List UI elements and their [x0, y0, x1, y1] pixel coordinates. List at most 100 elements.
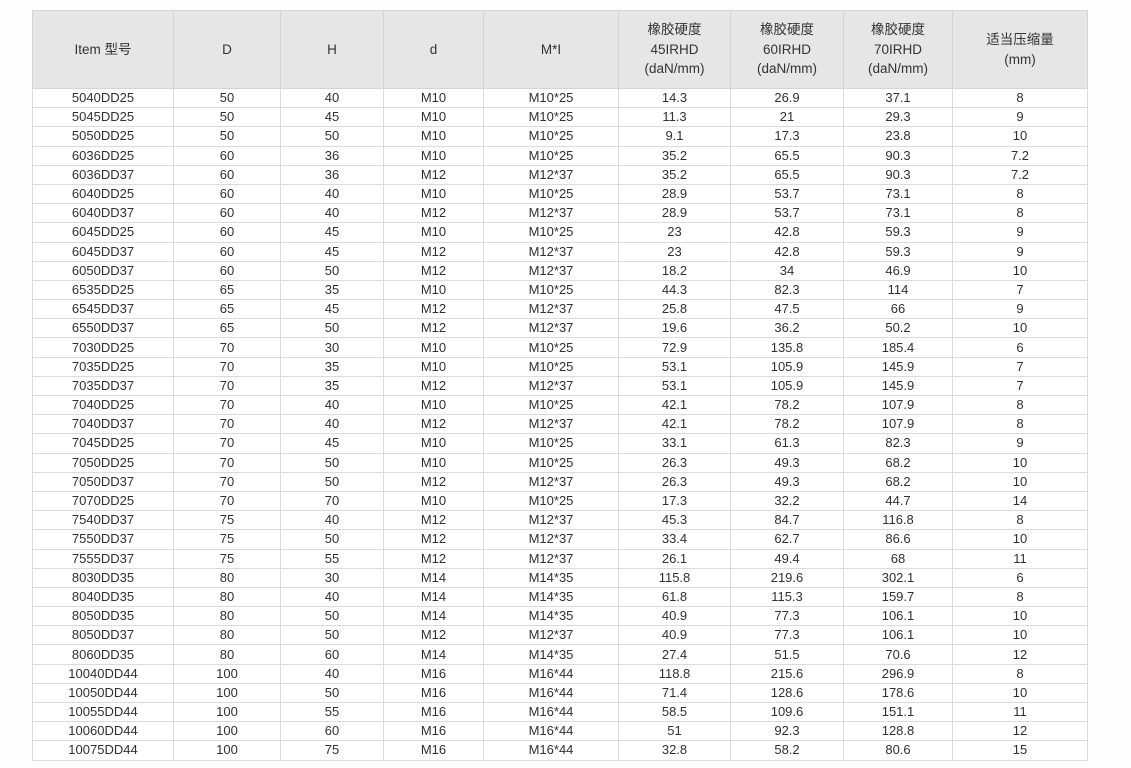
cell-d: M12: [383, 164, 484, 185]
cell-D: 65: [173, 318, 281, 339]
column-header-MI: M*I: [483, 10, 619, 89]
cell-d: M16: [383, 721, 484, 742]
table-row: 7070DD25 70 70 M10 M10*25 17.3 32.2 44.7 14: [32, 490, 1088, 512]
cell-irhd45: 32.8: [618, 740, 731, 761]
cell-d: M12: [383, 299, 484, 320]
cell-compression: 7: [952, 375, 1088, 397]
cell-D: 60: [173, 241, 281, 262]
cell-irhd45: 53.1: [618, 356, 731, 377]
cell-compression: 10: [952, 126, 1088, 147]
cell-compression: 12: [952, 721, 1088, 742]
cell-H: 30: [280, 337, 384, 358]
cell-d: M12: [383, 375, 484, 397]
cell-item: 6045DD25: [32, 222, 174, 243]
column-header-line: (daN/mm): [644, 61, 705, 77]
cell-irhd45: 19.6: [618, 318, 731, 339]
cell-MI: M12*37: [483, 510, 619, 531]
cell-irhd70: 90.3: [843, 145, 953, 166]
cell-compression: 10: [952, 625, 1088, 646]
cell-d: M10: [383, 356, 484, 377]
cell-compression: 7.2: [952, 145, 1088, 166]
cell-irhd45: 33.1: [618, 433, 731, 454]
cell-D: 70: [173, 394, 281, 416]
table-row: 6550DD37 65 50 M12 M12*37 19.6 36.2 50.2 10: [32, 318, 1088, 339]
cell-irhd45: 14.3: [618, 87, 731, 109]
cell-irhd45: 45.3: [618, 510, 731, 531]
table-row: 6545DD37 65 45 M12 M12*37 25.8 47.5 66 9: [32, 299, 1088, 320]
column-header-line: 适当压缩量: [986, 31, 1054, 47]
cell-H: 40: [280, 414, 384, 435]
cell-d: M10: [383, 452, 484, 473]
cell-d: M10: [383, 337, 484, 358]
cell-irhd70: 68: [843, 548, 953, 569]
cell-d: M10: [383, 126, 484, 147]
cell-D: 100: [173, 740, 281, 761]
cell-irhd60: 65.5: [730, 164, 844, 185]
cell-compression: 15: [952, 740, 1088, 761]
cell-irhd70: 185.4: [843, 337, 953, 358]
cell-irhd70: 50.2: [843, 318, 953, 339]
table-row: 10060DD44 100 60 M16 M16*44 51 92.3 128.8 12: [32, 721, 1088, 742]
cell-irhd45: 61.8: [618, 586, 731, 608]
cell-H: 30: [280, 567, 384, 588]
cell-d: M10: [383, 87, 484, 109]
cell-d: M10: [383, 145, 484, 166]
cell-irhd45: 53.1: [618, 375, 731, 397]
cell-MI: M12*37: [483, 375, 619, 397]
table-row: 10075DD44 100 75 M16 M16*44 32.8 58.2 80.6 15: [32, 740, 1088, 761]
cell-compression: 8: [952, 87, 1088, 109]
cell-compression: 8: [952, 510, 1088, 531]
cell-item: 10055DD44: [32, 701, 174, 723]
cell-item: 10040DD44: [32, 663, 174, 684]
spec-table-body: 5040DD25 50 40 M10 M10*25 14.3 26.9 37.1 8 5045DD…: [32, 87, 1088, 761]
cell-item: 7050DD37: [32, 471, 174, 492]
cell-irhd45: 42.1: [618, 414, 731, 435]
cell-d: M12: [383, 625, 484, 646]
cell-MI: M14*35: [483, 606, 619, 627]
cell-item: 6040DD25: [32, 183, 174, 205]
cell-item: 6036DD37: [32, 164, 174, 185]
cell-item: 8060DD35: [32, 644, 174, 665]
cell-D: 100: [173, 682, 281, 704]
cell-irhd45: 71.4: [618, 682, 731, 704]
cell-MI: M12*37: [483, 625, 619, 646]
cell-irhd70: 106.1: [843, 606, 953, 627]
table-row: 7050DD37 70 50 M12 M12*37 26.3 49.3 68.2 10: [32, 471, 1088, 492]
cell-MI: M12*37: [483, 471, 619, 492]
column-header-D: D: [173, 10, 281, 89]
cell-D: 80: [173, 567, 281, 588]
cell-D: 70: [173, 452, 281, 473]
cell-compression: 9: [952, 299, 1088, 320]
cell-D: 50: [173, 126, 281, 147]
cell-irhd70: 128.8: [843, 721, 953, 742]
cell-irhd60: 115.3: [730, 586, 844, 608]
cell-irhd45: 26.3: [618, 452, 731, 473]
cell-D: 65: [173, 279, 281, 301]
column-header-line: 45IRHD: [650, 41, 699, 57]
cell-compression: 8: [952, 183, 1088, 205]
cell-irhd60: 215.6: [730, 663, 844, 684]
table-row: 7030DD25 70 30 M10 M10*25 72.9 135.8 185.4 6: [32, 337, 1088, 358]
column-header-line: M*I: [540, 41, 562, 57]
cell-irhd45: 40.9: [618, 625, 731, 646]
cell-compression: 7: [952, 279, 1088, 301]
table-row: 7045DD25 70 45 M10 M10*25 33.1 61.3 82.3 9: [32, 433, 1088, 454]
cell-compression: 10: [952, 452, 1088, 473]
cell-item: 6036DD25: [32, 145, 174, 166]
table-row: 5045DD25 50 45 M10 M10*25 11.3 21 29.3 9: [32, 107, 1088, 128]
cell-irhd60: 109.6: [730, 701, 844, 723]
cell-irhd70: 59.3: [843, 222, 953, 243]
cell-irhd70: 44.7: [843, 490, 953, 512]
cell-irhd45: 26.3: [618, 471, 731, 492]
cell-compression: 10: [952, 471, 1088, 492]
cell-item: 6535DD25: [32, 279, 174, 301]
table-row: 6040DD37 60 40 M12 M12*37 28.9 53.7 73.1 8: [32, 203, 1088, 224]
cell-irhd70: 59.3: [843, 241, 953, 262]
cell-H: 75: [280, 740, 384, 761]
table-row: 6036DD37 60 36 M12 M12*37 35.2 65.5 90.3 7.2: [32, 164, 1088, 185]
cell-D: 50: [173, 87, 281, 109]
cell-irhd60: 92.3: [730, 721, 844, 742]
cell-irhd45: 115.8: [618, 567, 731, 588]
cell-compression: 9: [952, 222, 1088, 243]
cell-item: 6050DD37: [32, 260, 174, 281]
